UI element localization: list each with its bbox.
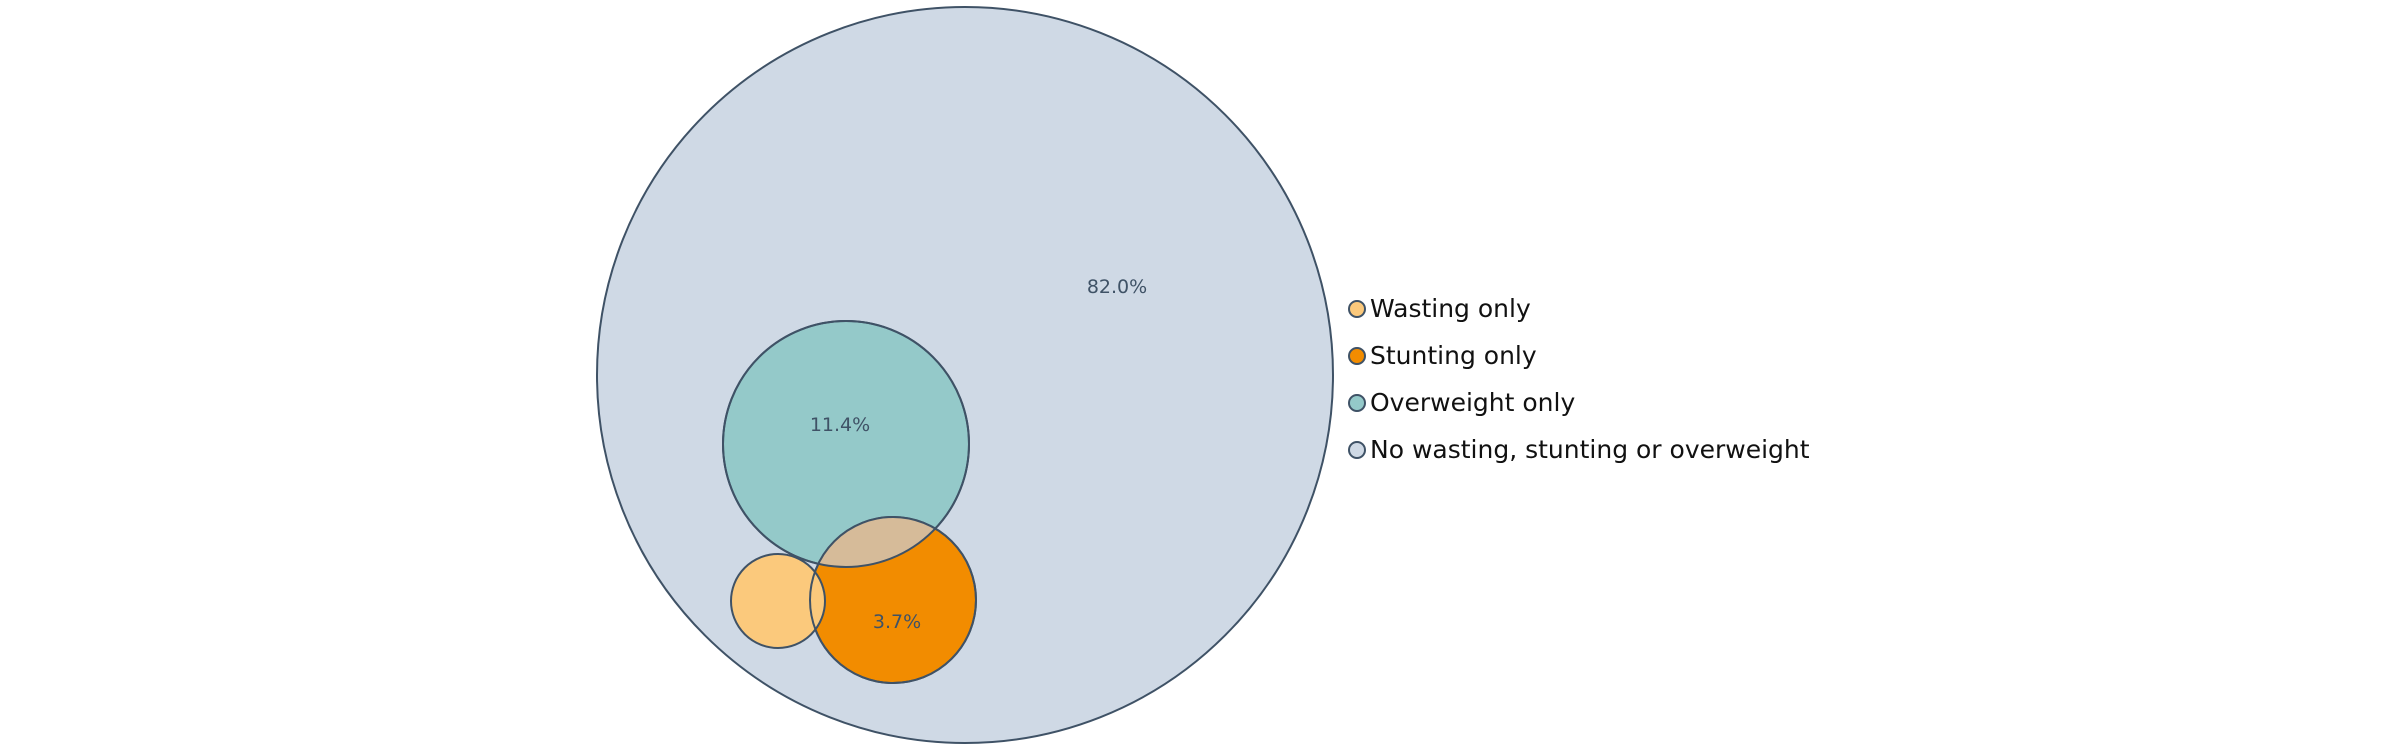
circle-stunting-outline xyxy=(809,516,977,684)
legend-label-overweight: Overweight only xyxy=(1370,388,1576,417)
label-stunting-only: 3.7% xyxy=(873,611,921,633)
overweight-swatch-icon xyxy=(1348,393,1366,412)
legend-item-overweight: Overweight only xyxy=(1348,379,1810,426)
label-overweight-only: 11.4% xyxy=(810,414,870,436)
wasting-swatch-icon xyxy=(1348,299,1366,318)
label-no-wasting-stunting-overweight: 82.0% xyxy=(1087,276,1147,298)
circle-wasting-only xyxy=(730,553,826,649)
legend-item-wasting: Wasting only xyxy=(1348,285,1810,332)
legend-label-stunting: Stunting only xyxy=(1370,341,1537,370)
legend-item-none: No wasting, stunting or overweight xyxy=(1348,426,1810,473)
none-swatch-icon xyxy=(1348,440,1366,459)
legend-item-stunting: Stunting only xyxy=(1348,332,1810,379)
legend-label-none: No wasting, stunting or overweight xyxy=(1370,435,1810,464)
legend-label-wasting: Wasting only xyxy=(1370,294,1531,323)
legend: Wasting only Stunting only Overweight on… xyxy=(1348,285,1810,473)
stunting-swatch-icon xyxy=(1348,346,1366,365)
circle-overweight-outline xyxy=(722,320,970,568)
